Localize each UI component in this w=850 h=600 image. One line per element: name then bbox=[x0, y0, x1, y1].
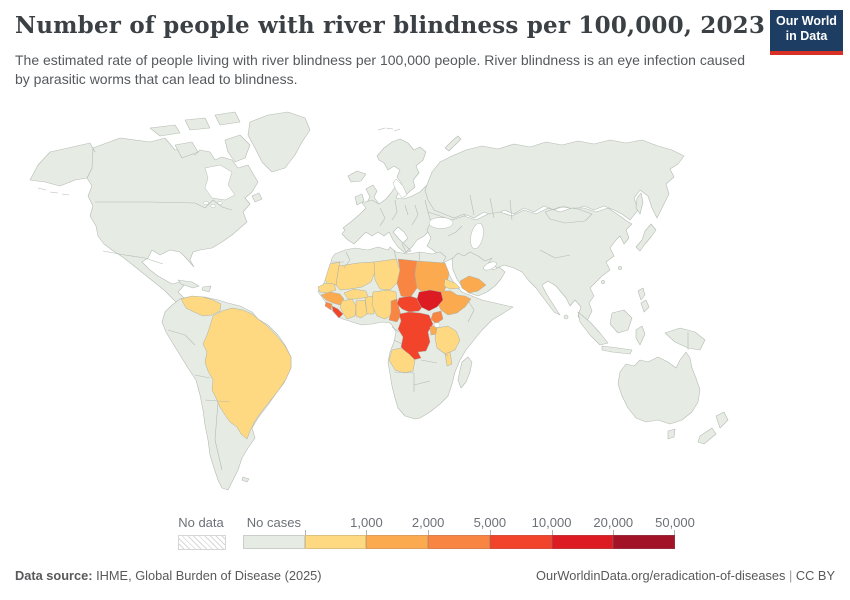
owid-logo-line1: Our World bbox=[776, 14, 837, 28]
page-subtitle: The estimated rate of people living with… bbox=[15, 52, 745, 87]
legend-tick bbox=[674, 530, 675, 535]
legend-tick bbox=[489, 530, 491, 535]
country-borders bbox=[95, 194, 689, 471]
legend-tick-label: 50,000 bbox=[655, 515, 695, 530]
legend-bin-5[interactable] bbox=[551, 535, 614, 549]
data-source-label: Data source: bbox=[15, 568, 93, 583]
legend-bin-3[interactable] bbox=[428, 535, 490, 549]
data-source-value: IHME, Global Burden of Disease (2025) bbox=[92, 568, 322, 583]
legend-bin-2[interactable] bbox=[366, 535, 429, 549]
legend-tick-label: 2,000 bbox=[411, 515, 445, 530]
footer-right: OurWorldinData.org/eradication-of-diseas… bbox=[536, 568, 835, 583]
legend-bin-6[interactable] bbox=[613, 535, 675, 549]
owid-logo-line2: in Data bbox=[785, 29, 828, 43]
legend-tick-label: 1,000 bbox=[350, 515, 383, 530]
legend-tick bbox=[428, 530, 430, 535]
legend-tick-label: 5,000 bbox=[473, 515, 507, 530]
footer-license[interactable]: CC BY bbox=[795, 568, 835, 583]
legend-tick bbox=[613, 530, 615, 535]
legend-bin-0[interactable] bbox=[243, 535, 305, 549]
legend-tick bbox=[366, 530, 368, 535]
legend-tick-label: 10,000 bbox=[531, 515, 572, 530]
legend-bin-4[interactable] bbox=[489, 535, 552, 549]
legend-bins: No cases 1,000 2,000 5,000 10,000 20,000 50,00… bbox=[243, 514, 695, 556]
footer-link[interactable]: OurWorldinData.org/eradication-of-diseas… bbox=[536, 568, 786, 583]
no-data-swatch[interactable] bbox=[178, 535, 226, 550]
data-source: Data source: IHME, Global Burden of Dise… bbox=[15, 568, 322, 583]
legend-tick-label: 20,000 bbox=[593, 515, 634, 530]
legend-no-data-label: No data bbox=[178, 515, 224, 530]
map-countries-with-cases[interactable] bbox=[180, 258, 487, 440]
seas-and-lakes bbox=[203, 164, 497, 328]
footer: Data source: IHME, Global Burden of Dise… bbox=[15, 568, 835, 583]
legend-bin-1[interactable] bbox=[304, 535, 367, 549]
footer-separator: | bbox=[785, 568, 796, 583]
owid-logo[interactable]: Our World in Data bbox=[770, 10, 843, 55]
legend-tick bbox=[551, 530, 553, 535]
page-title: Number of people with river blindness pe… bbox=[15, 12, 766, 39]
map-legend: No data No cases 1,000 2,000 5,000 10,000 20,… bbox=[0, 514, 850, 556]
legend-no-cases-label: No cases bbox=[246, 515, 301, 530]
legend-tick bbox=[304, 530, 306, 535]
